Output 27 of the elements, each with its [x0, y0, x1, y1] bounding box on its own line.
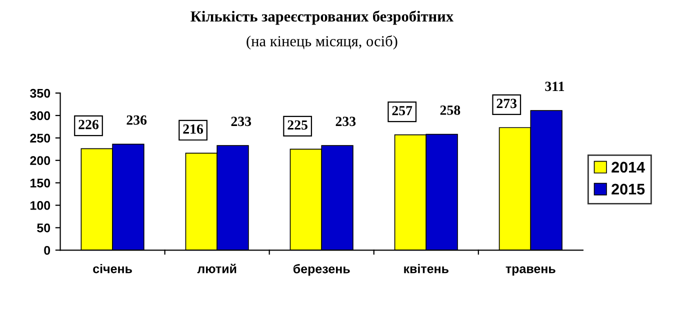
- y-tick-label: 250: [30, 134, 50, 143]
- y-tick-label: 100: [30, 201, 50, 210]
- y-tick-label: 50: [37, 224, 50, 232]
- y-tick-label: 0: [44, 246, 50, 255]
- data-label: 225: [288, 120, 308, 130]
- chart-title: Кількість зареєстрованих безробітних: [190, 10, 454, 25]
- chart-subtitle: (на кінець місяця, осіб): [246, 35, 398, 50]
- y-tick-label: 350: [30, 88, 50, 98]
- legend-label: 2014: [612, 162, 645, 173]
- x-tick-label: березень: [293, 264, 350, 276]
- y-tick-label: 150: [30, 178, 50, 188]
- legend-label: 2015: [612, 184, 645, 195]
- data-label: 216: [183, 124, 204, 134]
- x-tick-label: травень: [506, 266, 556, 276]
- x-tick-label: квітень: [404, 264, 448, 274]
- x-tick-label: січень: [93, 264, 132, 274]
- x-tick-label: лютий: [197, 264, 236, 274]
- data-label: 311: [545, 82, 564, 92]
- data-label: 236: [126, 115, 147, 125]
- data-label: 257: [392, 106, 412, 116]
- data-label: 258: [440, 105, 460, 115]
- y-tick-label: 300: [30, 111, 50, 120]
- data-label: 226: [78, 120, 99, 130]
- data-label: 233: [336, 116, 356, 126]
- data-label: 233: [231, 116, 252, 126]
- data-label: 273: [496, 98, 517, 108]
- y-tick-label: 200: [30, 156, 50, 166]
